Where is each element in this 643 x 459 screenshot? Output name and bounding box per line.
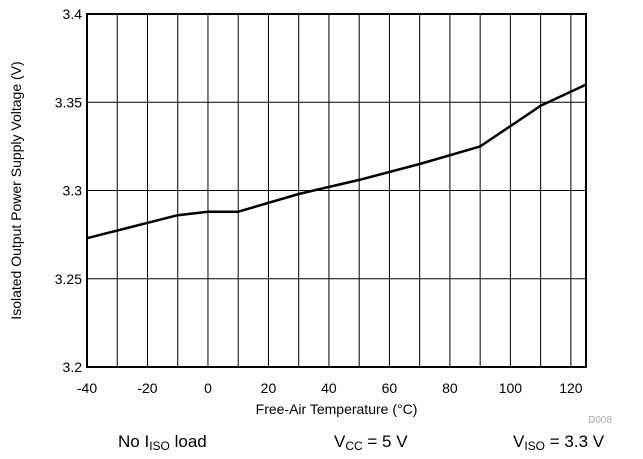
- y-tick-label: 3.2: [63, 359, 83, 375]
- series-line: [86, 83, 587, 240]
- x-tick-label: 100: [499, 380, 523, 396]
- x-tick-label: 40: [321, 380, 337, 396]
- condition-vcc: VCC = 5 V: [334, 432, 408, 453]
- y-tick-label: 3.25: [55, 271, 82, 287]
- plot-area-frame: [86, 13, 587, 368]
- y-axis-label: Isolated Output Power Supply Voltage (V): [8, 61, 24, 319]
- y-tick-labels: 3.2 3.25 3.3 3.35 3.4: [55, 6, 82, 375]
- condition-viso: VISO = 3.3 V: [513, 432, 605, 453]
- x-tick-label: 60: [382, 380, 398, 396]
- x-tick-label: -20: [137, 380, 157, 396]
- x-tick-label: 80: [442, 380, 458, 396]
- x-axis-label: Free-Air Temperature (°C): [256, 401, 418, 417]
- y-tick-label: 3.4: [63, 6, 83, 22]
- x-tick-label: 120: [559, 380, 583, 396]
- condition-load: No IISO load: [118, 432, 207, 453]
- x-tick-label: 0: [204, 380, 212, 396]
- x-tick-label: -40: [77, 380, 97, 396]
- y-tick-label: 3.35: [55, 94, 82, 110]
- x-tick-labels: -40 -20 0 20 40 60 80 100 120: [77, 380, 583, 396]
- y-tick-label: 3.3: [63, 183, 83, 199]
- series-layer: [86, 83, 587, 240]
- x-tick-label: 20: [261, 380, 277, 396]
- figure-id-tag: D008: [588, 415, 612, 426]
- grid-lines: [87, 14, 586, 367]
